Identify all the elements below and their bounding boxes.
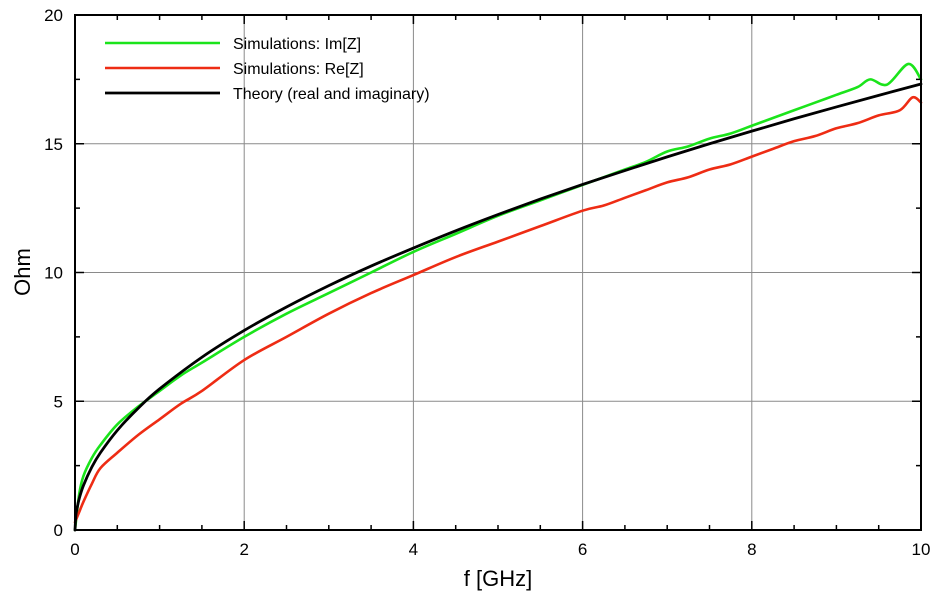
y-tick-label: 20 [44,6,63,25]
y-tick-label: 0 [54,521,63,540]
x-tick-label: 6 [578,540,587,559]
x-tick-label: 2 [239,540,248,559]
y-tick-label: 5 [54,392,63,411]
x-tick-label: 0 [70,540,79,559]
y-ticks: 0 5 10 15 20 [44,6,921,540]
grid [75,15,921,530]
series-lines [73,62,923,532]
legend-label: Theory (real and imaginary) [233,86,430,103]
series-line-1 [73,62,923,532]
y-tick-label: 15 [44,135,63,154]
series-line-3 [73,82,923,532]
series-line-2 [73,95,923,524]
x-tick-label: 8 [747,540,756,559]
legend-label: Simulations: Re[Z] [233,61,364,78]
legend: Simulations: Im[Z] Simulations: Re[Z] Theo… [105,36,430,103]
x-tick-label: 4 [409,540,418,559]
x-axis-label: f [GHz] [464,566,532,591]
x-tick-label: 10 [912,540,931,559]
x-ticks: 0 2 4 6 8 10 [70,15,930,559]
legend-label: Simulations: Im[Z] [233,36,361,53]
y-axis-label: Ohm [10,248,35,296]
y-tick-label: 10 [44,264,63,283]
